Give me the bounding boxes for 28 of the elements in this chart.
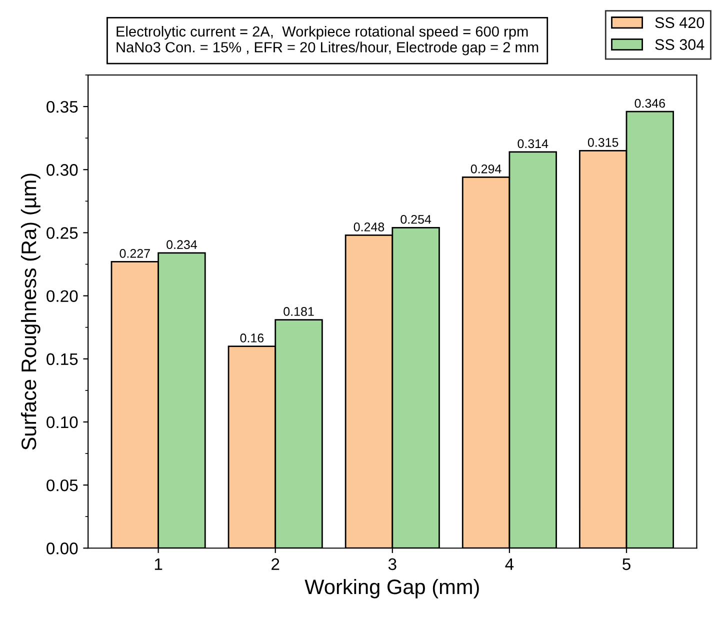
x-tick-label: 4 (505, 558, 514, 570)
y-tick-label: 0.10 (46, 416, 78, 428)
legend-label: SS 420 (655, 17, 704, 28)
data-label: 0.227 (120, 249, 150, 258)
y-tick-label: 0.05 (46, 479, 78, 492)
data-label: 0.248 (354, 222, 384, 232)
x-tick-label: 2 (272, 558, 280, 570)
legend-label: SS 304 (655, 39, 704, 50)
x-tick-label: 1 (154, 558, 162, 570)
y-axis-title: Surface Roughness (Ra) (µm) (20, 174, 40, 450)
y-tick-label: 0.30 (46, 164, 78, 176)
data-label: 0.314 (518, 139, 548, 148)
data-label: 0.181 (284, 307, 314, 316)
x-tick-label: 3 (388, 558, 396, 570)
y-tick-label: 0.35 (46, 100, 78, 113)
data-label: 0.234 (166, 240, 197, 250)
y-tick-label: 0.25 (46, 227, 78, 239)
text: Electrolytic current = 2A, Workpiece rotational speed = 600 rpm NaNo3 Con. = 15% , EFR = 20 Litres/hour, Electrode gap = 2 mm (116, 26, 538, 56)
y-tick-label: 0.15 (46, 353, 78, 366)
x-axis-title: Working Gap (mm) (304, 578, 479, 598)
data-label: 0.254 (400, 214, 432, 224)
data-label: 0.294 (470, 164, 502, 174)
x-tick-label: 5 (622, 558, 630, 570)
data-label: 0.346 (634, 98, 666, 108)
y-tick-label: 0.20 (46, 290, 78, 302)
data-label: 0.315 (588, 138, 618, 147)
y-tick-label: 0.00 (46, 542, 78, 554)
data-label: 0.16 (240, 334, 264, 342)
